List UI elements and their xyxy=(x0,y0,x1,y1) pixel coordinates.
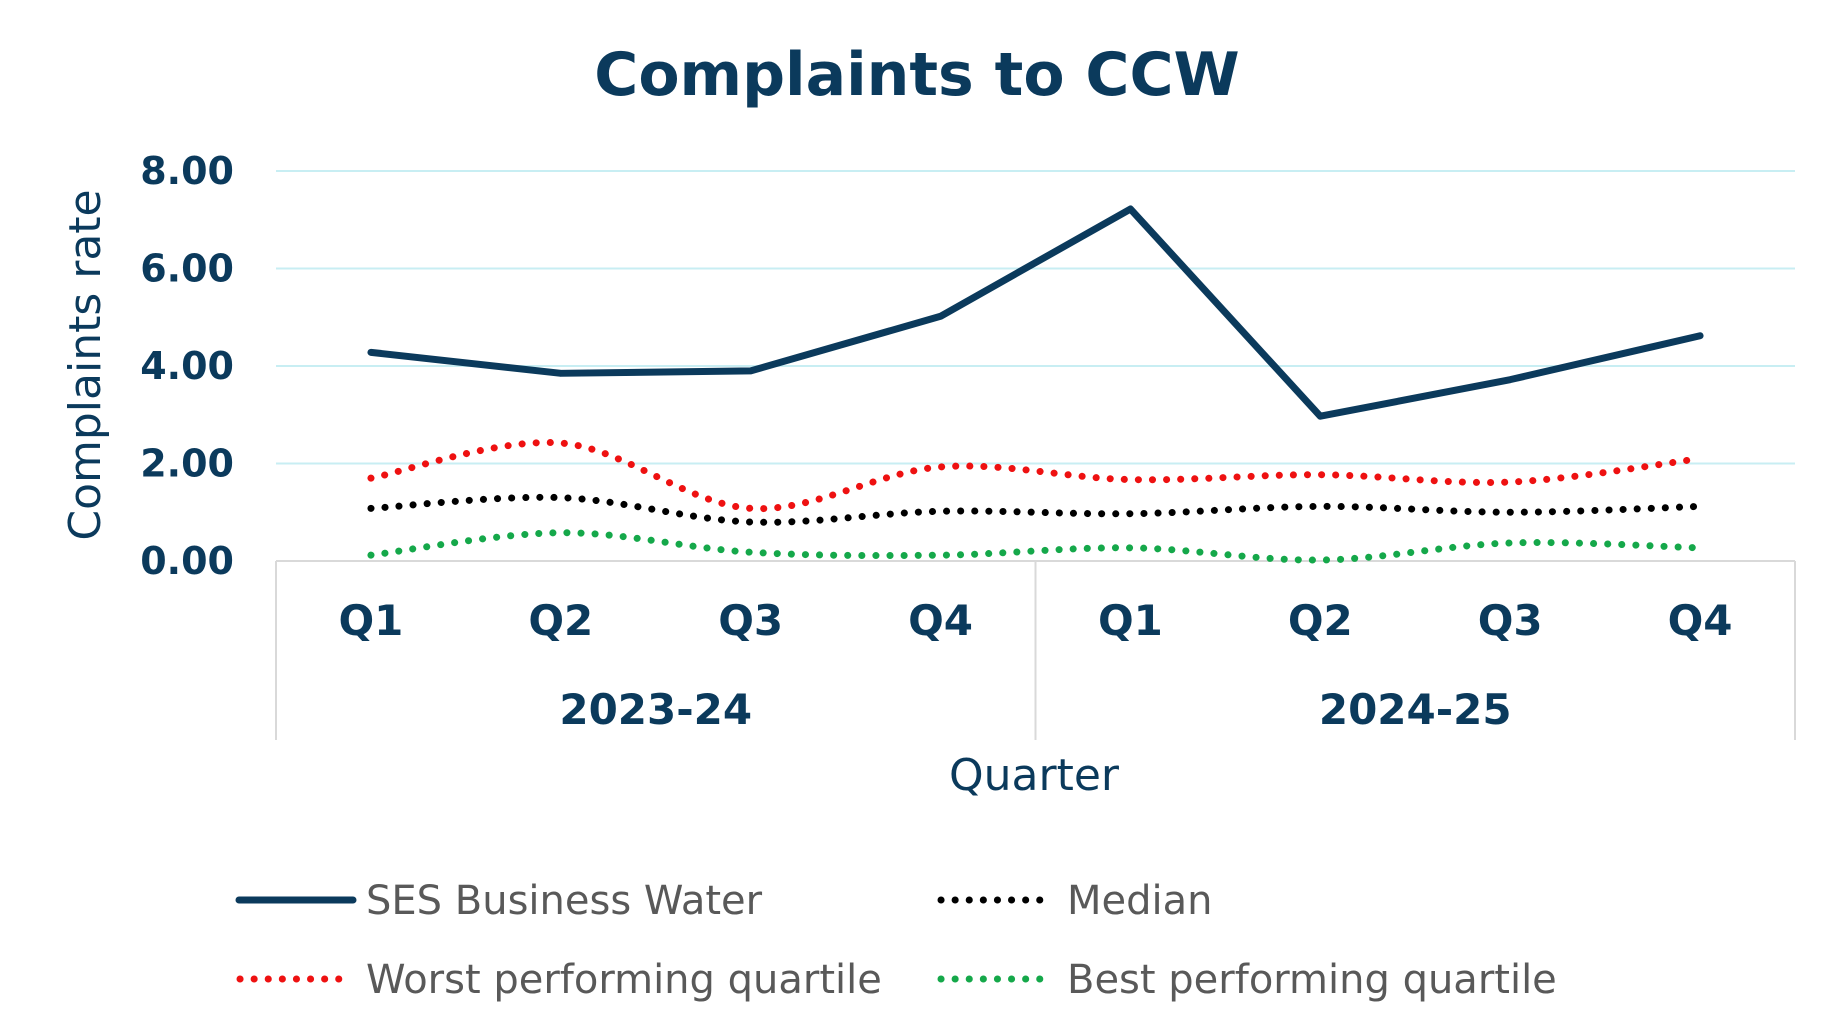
x-tick-label: Q1 xyxy=(338,596,403,645)
y-axis-ticks: 0.00 2.00 4.00 6.00 8.00 xyxy=(140,149,234,583)
x-tick-label: Q3 xyxy=(1478,596,1543,645)
y-tick-label: 2.00 xyxy=(140,442,234,486)
chart-title: Complaints to CCW xyxy=(594,40,1239,110)
legend-label: SES Business Water xyxy=(366,878,763,924)
x-axis-label: Quarter xyxy=(949,750,1120,801)
x-axis: Q1 Q2 Q3 Q4 Q1 Q2 Q3 Q4 2023-24 2024-25 xyxy=(275,560,1796,740)
gridlines xyxy=(276,170,1795,465)
y-tick-label: 0.00 xyxy=(140,539,234,583)
y-axis-label: Complaints rate xyxy=(60,189,111,540)
series-line-median xyxy=(367,493,1704,526)
x-tick-label: Q2 xyxy=(528,596,593,645)
x-tick-label: Q1 xyxy=(1098,596,1163,645)
x-tick-label: Q2 xyxy=(1288,596,1353,645)
series-line-ses-business-water xyxy=(367,205,1704,420)
series-lines xyxy=(367,205,1704,564)
x-tick-label: Q3 xyxy=(718,596,783,645)
legend-label: Best performing quartile xyxy=(1067,957,1557,1003)
series-line-worst-performing-quartile xyxy=(367,439,1704,513)
x-group-label: 2024-25 xyxy=(1319,685,1512,734)
series-line-best-performing-quartile xyxy=(367,529,1704,564)
legend: SES Business Water Median Worst performing… xyxy=(235,878,1557,1003)
y-tick-label: 8.00 xyxy=(140,149,234,193)
y-tick-label: 6.00 xyxy=(140,247,234,291)
x-group-label: 2023-24 xyxy=(559,685,752,734)
x-tick-label: Q4 xyxy=(908,596,973,645)
x-tick-label: Q4 xyxy=(1668,596,1733,645)
y-tick-label: 4.00 xyxy=(140,344,234,388)
legend-label: Median xyxy=(1067,878,1213,924)
legend-label: Worst performing quartile xyxy=(366,957,882,1003)
